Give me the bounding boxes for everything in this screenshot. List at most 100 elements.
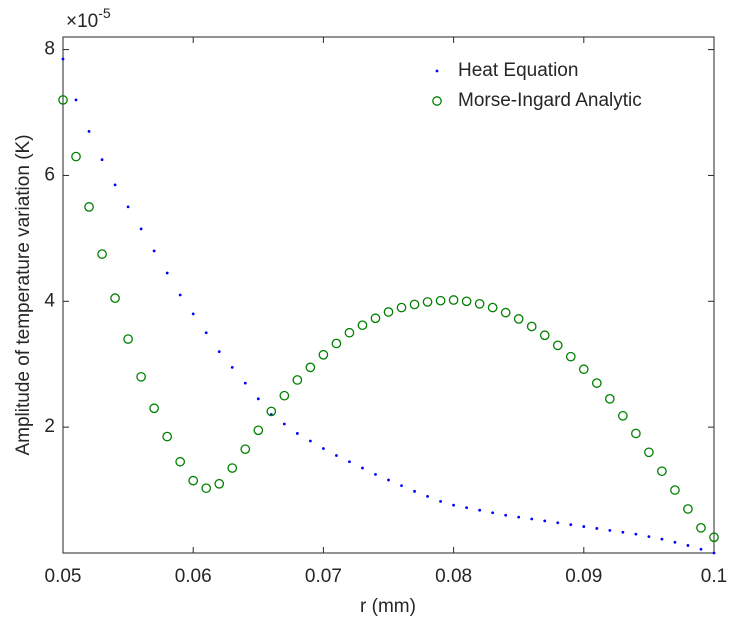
data-point — [526, 321, 537, 332]
data-point — [227, 463, 238, 473]
data-point — [295, 432, 299, 435]
data-point — [100, 158, 104, 162]
data-point — [97, 249, 107, 259]
data-point — [126, 205, 130, 209]
data-point — [556, 521, 560, 525]
data-point — [422, 297, 433, 307]
legend-label: Heat Equation — [458, 60, 578, 81]
data-point — [214, 478, 225, 489]
data-point — [686, 544, 690, 547]
data-point — [413, 489, 416, 493]
data-point — [696, 522, 706, 533]
x-tick-label: 0.05 — [45, 566, 82, 587]
data-point — [604, 393, 615, 404]
data-point — [709, 532, 719, 543]
data-point — [491, 511, 495, 515]
data-point — [621, 530, 625, 534]
data-point — [74, 98, 78, 102]
data-point — [670, 485, 680, 495]
data-point — [452, 503, 455, 507]
data-point — [631, 428, 641, 439]
data-point — [71, 151, 81, 162]
data-point — [699, 547, 703, 551]
data-point — [595, 527, 599, 530]
data-point — [139, 227, 143, 231]
data-point — [266, 406, 277, 417]
data-point — [582, 525, 586, 528]
data-point — [439, 500, 442, 503]
data-point — [305, 362, 316, 373]
y-tick-label: 8 — [44, 39, 55, 60]
x-tick-label: 0.06 — [175, 566, 212, 587]
data-point — [110, 293, 120, 303]
data-point — [644, 447, 654, 458]
data-point — [357, 320, 368, 331]
data-point — [426, 494, 429, 498]
y-multiplier: ×10-5 — [66, 5, 111, 32]
data-point — [152, 249, 156, 253]
data-point — [123, 334, 133, 344]
data-point — [396, 302, 407, 313]
x-axis-label: r (mm) — [360, 596, 416, 617]
data-point — [178, 293, 182, 297]
data-point — [331, 338, 342, 349]
data-point — [136, 371, 146, 382]
data-point — [647, 535, 651, 539]
data-point — [387, 478, 390, 482]
data-point — [165, 271, 169, 275]
data-point — [149, 403, 159, 414]
data-point — [660, 537, 664, 541]
data-point — [204, 331, 208, 335]
data-point — [552, 340, 563, 351]
data-point — [253, 425, 264, 436]
data-point — [175, 456, 186, 467]
data-point — [634, 532, 638, 536]
data-point — [308, 439, 312, 443]
data-point — [543, 519, 547, 523]
data-point — [162, 431, 173, 442]
multiplier-base: ×10 — [66, 11, 98, 32]
y-tick-label: 4 — [44, 290, 55, 311]
data-point — [201, 483, 212, 494]
data-point — [487, 302, 498, 313]
data-point — [565, 351, 576, 362]
data-point — [461, 296, 472, 307]
y-axis-label: Amplitude of temperature variation (K) — [13, 134, 34, 455]
data-point — [84, 202, 94, 212]
data-point — [188, 475, 199, 486]
x-tick-label: 0.1 — [701, 566, 727, 587]
data-point — [230, 365, 234, 369]
data-point — [608, 528, 612, 532]
data-point — [335, 454, 338, 457]
data-point — [448, 295, 459, 305]
data-point — [348, 460, 351, 464]
data-point — [400, 484, 403, 488]
data-point — [712, 551, 716, 555]
data-point — [474, 298, 485, 309]
data-point — [58, 95, 68, 105]
data-point — [191, 312, 195, 316]
data-point — [513, 314, 524, 324]
data-point — [569, 523, 573, 527]
data-point — [318, 349, 329, 360]
data-point — [61, 57, 65, 61]
data-point — [657, 466, 667, 477]
data-point — [282, 422, 286, 426]
data-point — [591, 378, 602, 388]
data-point — [322, 447, 325, 450]
legend-marker — [435, 69, 439, 73]
plot-frame — [62, 36, 715, 554]
data-point — [435, 295, 446, 306]
data-point — [361, 466, 364, 470]
data-point — [500, 307, 511, 318]
data-point — [539, 330, 550, 341]
data-point — [478, 508, 482, 512]
data-point — [113, 183, 117, 187]
data-point — [292, 375, 303, 385]
multiplier-exponent: -5 — [98, 5, 111, 21]
x-tick-label: 0.09 — [565, 566, 602, 587]
data-point — [465, 506, 469, 510]
data-point — [578, 364, 589, 375]
data-point — [383, 307, 394, 317]
